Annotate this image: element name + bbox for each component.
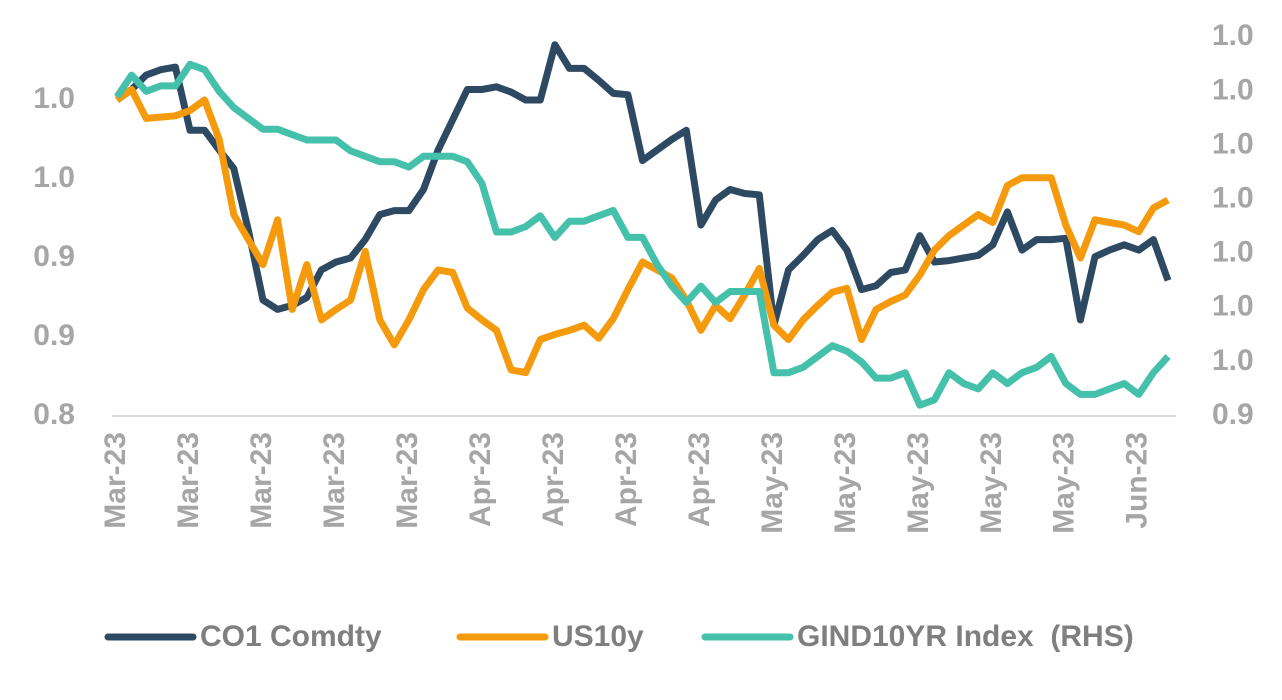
y2-tick-label: 1.0 bbox=[1212, 344, 1254, 377]
x-tick-label: Mar-23 bbox=[245, 432, 278, 529]
series-line bbox=[114, 60, 1171, 409]
x-tick-label: Mar-23 bbox=[318, 432, 351, 529]
x-tick-label: Apr-23 bbox=[464, 432, 497, 527]
x-tick-label: Apr-23 bbox=[683, 432, 716, 527]
legend-label: US10y bbox=[552, 620, 644, 653]
y2-tick-label: 0.9 bbox=[1212, 398, 1254, 431]
series-line bbox=[114, 86, 1170, 377]
y-tick-label: 0.8 bbox=[33, 398, 75, 431]
x-tick-label: Apr-23 bbox=[610, 432, 643, 527]
x-tick-label: May-23 bbox=[1048, 432, 1081, 534]
x-tick-label: May-23 bbox=[975, 432, 1008, 534]
x-tick-label: Jun-23 bbox=[1121, 432, 1154, 529]
y-tick-label: 0.9 bbox=[33, 240, 75, 273]
x-tick-label: May-23 bbox=[829, 432, 862, 534]
y-tick-label: 0.9 bbox=[33, 319, 75, 352]
y-tick-label: 1.0 bbox=[33, 82, 75, 115]
x-tick-label: Mar-23 bbox=[99, 432, 132, 529]
x-tick-label: Apr-23 bbox=[537, 432, 570, 527]
x-tick-label: May-23 bbox=[902, 432, 935, 534]
y2-tick-label: 1.0 bbox=[1212, 73, 1254, 106]
y2-tick-label: 1.0 bbox=[1212, 181, 1254, 214]
x-tick-label: Mar-23 bbox=[172, 432, 205, 529]
x-tick-label: May-23 bbox=[756, 432, 789, 534]
y2-tick-label: 1.0 bbox=[1212, 290, 1254, 323]
y-tick-label: 1.0 bbox=[33, 161, 75, 194]
y2-tick-label: 1.0 bbox=[1212, 236, 1254, 269]
y2-tick-label: 1.0 bbox=[1212, 19, 1254, 52]
x-tick-label: Mar-23 bbox=[391, 432, 424, 529]
legend-label: GIND10YR Index (RHS) bbox=[797, 620, 1134, 653]
legend-label: CO1 Comdty bbox=[200, 620, 382, 653]
legend: CO1 Comdty US10y GIND10YR Index (RHS) bbox=[104, 620, 1134, 653]
y2-tick-label: 1.0 bbox=[1212, 127, 1254, 160]
